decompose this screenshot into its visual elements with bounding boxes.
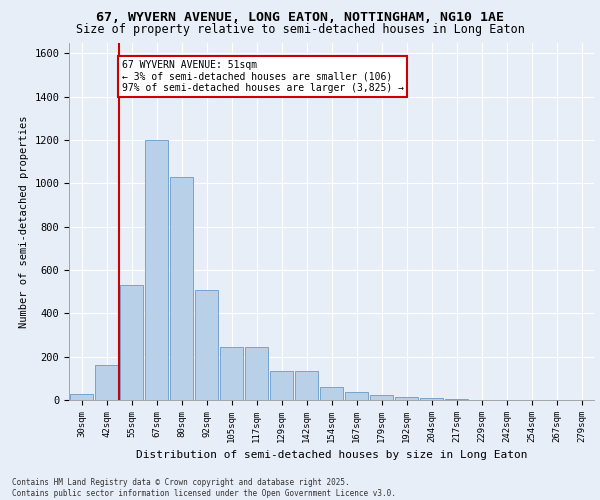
Bar [95,366,118,400]
Bar [120,285,143,400]
Bar [395,397,418,400]
Bar [370,394,393,400]
Bar [245,347,268,400]
Bar [320,387,343,400]
Bar [220,347,243,400]
Bar [195,290,218,400]
Bar [420,398,443,400]
Y-axis label: Number of semi-detached properties: Number of semi-detached properties [19,115,29,328]
Bar [70,394,93,400]
Bar [270,371,293,400]
Text: Size of property relative to semi-detached houses in Long Eaton: Size of property relative to semi-detach… [76,22,524,36]
Text: Contains HM Land Registry data © Crown copyright and database right 2025.
Contai: Contains HM Land Registry data © Crown c… [12,478,396,498]
Bar [445,399,468,400]
Bar [295,371,318,400]
Text: 67, WYVERN AVENUE, LONG EATON, NOTTINGHAM, NG10 1AE: 67, WYVERN AVENUE, LONG EATON, NOTTINGHA… [96,11,504,24]
Bar [345,392,368,400]
Text: 67 WYVERN AVENUE: 51sqm
← 3% of semi-detached houses are smaller (106)
97% of se: 67 WYVERN AVENUE: 51sqm ← 3% of semi-det… [121,60,404,93]
Bar [170,177,193,400]
Bar [145,140,168,400]
X-axis label: Distribution of semi-detached houses by size in Long Eaton: Distribution of semi-detached houses by … [136,450,527,460]
